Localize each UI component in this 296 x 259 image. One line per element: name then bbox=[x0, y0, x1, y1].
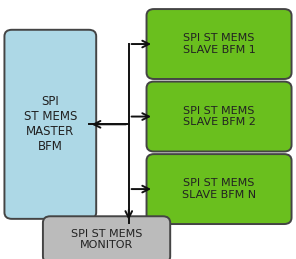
FancyBboxPatch shape bbox=[147, 82, 292, 152]
Text: SPI
ST MEMS
MASTER
BFM: SPI ST MEMS MASTER BFM bbox=[24, 95, 77, 153]
FancyBboxPatch shape bbox=[43, 216, 170, 259]
FancyBboxPatch shape bbox=[4, 30, 96, 219]
FancyBboxPatch shape bbox=[147, 9, 292, 79]
Text: SPI ST MEMS
SLAVE BFM N: SPI ST MEMS SLAVE BFM N bbox=[182, 178, 256, 200]
Text: SPI ST MEMS
SLAVE BFM 1: SPI ST MEMS SLAVE BFM 1 bbox=[183, 33, 255, 55]
FancyBboxPatch shape bbox=[147, 154, 292, 224]
Text: SPI ST MEMS
SLAVE BFM 2: SPI ST MEMS SLAVE BFM 2 bbox=[183, 106, 255, 127]
Text: SPI ST MEMS
MONITOR: SPI ST MEMS MONITOR bbox=[71, 229, 142, 250]
